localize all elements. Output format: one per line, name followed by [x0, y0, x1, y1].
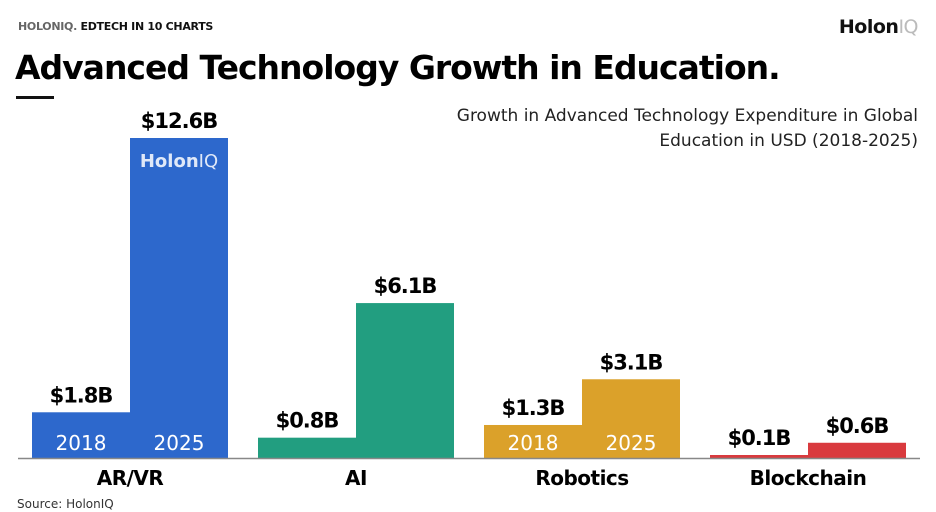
year-label: 2025	[154, 431, 205, 455]
kicker: HOLONIQ. EDTECH IN 10 CHARTS	[18, 20, 213, 33]
kicker-brand: HOLONIQ.	[18, 20, 77, 33]
source-note: Source: HolonIQ	[17, 497, 114, 511]
bar-robotics-2018	[484, 424, 582, 458]
value-label: $1.3B	[502, 396, 565, 420]
chart-title: Advanced Technology Growth in Education.	[15, 48, 781, 87]
title-underline	[16, 96, 54, 99]
category-label: Blockchain	[750, 466, 867, 490]
logo-accent: IQ	[898, 16, 918, 38]
value-label: $12.6B	[141, 109, 217, 133]
logo-main: Holon	[838, 16, 899, 38]
year-label: 2025	[606, 431, 657, 455]
kicker-text: EDTECH IN 10 CHARTS	[80, 20, 214, 33]
value-label: $1.8B	[50, 383, 113, 407]
value-label: $0.8B	[276, 409, 339, 433]
bar-ai-2025	[356, 303, 454, 458]
bar-blockchain-2018	[710, 455, 808, 458]
category-label: AI	[345, 466, 367, 490]
year-label: 2018	[508, 431, 559, 455]
value-label: $0.6B	[826, 414, 889, 438]
holoniq-watermark: HolonIQ	[140, 151, 218, 172]
value-label: $3.1B	[600, 350, 663, 374]
category-label: Robotics	[535, 466, 628, 490]
chart-subtitle: Growth in Advanced Technology Expenditur…	[456, 106, 918, 151]
value-label: $0.1B	[728, 426, 791, 450]
bar-arvr-2025	[130, 138, 228, 458]
bar-arvr-2018	[32, 412, 130, 458]
bar-ai-2018	[258, 437, 356, 458]
bar-blockchain-2025	[808, 442, 906, 458]
holoniq-logo: HolonIQ	[838, 16, 919, 38]
year-label: 2018	[56, 431, 107, 455]
category-label: AR/VR	[97, 466, 164, 490]
bar-robotics-2025	[582, 379, 680, 458]
value-label: $6.1B	[374, 274, 437, 298]
